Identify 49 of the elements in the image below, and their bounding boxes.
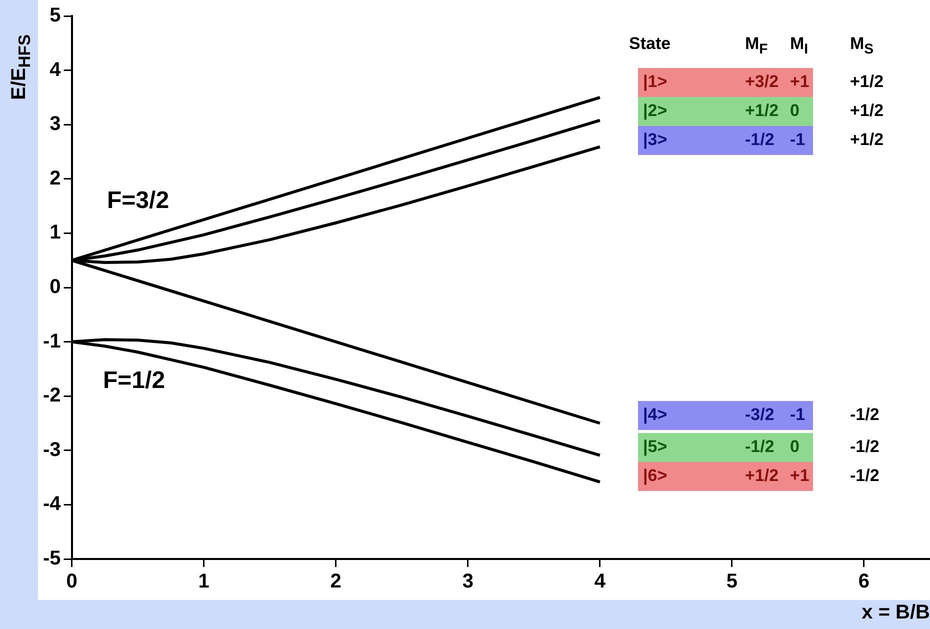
annotation: |5> bbox=[643, 437, 668, 457]
annotation: |4> bbox=[643, 405, 668, 425]
annotation: +1/2 bbox=[850, 130, 884, 150]
y-tick-label: -3 bbox=[42, 438, 61, 461]
annotation: -1/2 bbox=[745, 130, 774, 150]
annotation: +1/2 bbox=[745, 466, 779, 486]
x-tick-label: 5 bbox=[726, 570, 738, 593]
annotation: |3> bbox=[643, 130, 668, 150]
y-tick-label: 0 bbox=[50, 276, 61, 298]
annotation: |6> bbox=[643, 466, 668, 486]
annotation: F=1/2 bbox=[103, 367, 166, 395]
annotation: +3/2 bbox=[745, 72, 779, 92]
y-tick-label: -1 bbox=[42, 330, 61, 352]
y-tick-label: -5 bbox=[42, 548, 61, 570]
annotation: -3/2 bbox=[745, 405, 774, 425]
x-tick-label: 2 bbox=[330, 570, 342, 593]
annotation: -1 bbox=[790, 405, 806, 425]
x-tick-label: 3 bbox=[462, 570, 474, 593]
x-tick-label: 6 bbox=[858, 570, 870, 593]
annotation: State bbox=[629, 34, 671, 54]
annotation: +1/2 bbox=[850, 101, 884, 121]
x-tick-label: 1 bbox=[198, 570, 210, 593]
annotation: -1/2 bbox=[850, 466, 880, 486]
annotation: +1/2 bbox=[850, 72, 884, 92]
annotation: 0 bbox=[790, 101, 800, 121]
annotation: M$_{I}$ bbox=[790, 34, 808, 58]
y-tick-label: -4 bbox=[42, 493, 62, 516]
annotation: +1 bbox=[790, 466, 810, 486]
x-tick-label: 4 bbox=[594, 570, 606, 593]
y-tick-label: -2 bbox=[42, 384, 61, 407]
annotation: -1/2 bbox=[850, 405, 880, 425]
x-axis-title: x = B/B bbox=[862, 602, 930, 624]
annotation: +1/2 bbox=[745, 101, 779, 121]
y-tick-label: 4 bbox=[50, 58, 62, 81]
annotation: -1/2 bbox=[745, 437, 774, 457]
annotation: F=3/2 bbox=[107, 187, 170, 215]
annotation: M$_{F}$ bbox=[745, 34, 768, 58]
y-tick-label: 3 bbox=[50, 113, 61, 136]
annotation: 0 bbox=[790, 437, 800, 457]
x-tick-label: 0 bbox=[66, 570, 78, 593]
y-tick-label: 2 bbox=[50, 167, 61, 190]
y-tick-label: 1 bbox=[50, 222, 61, 244]
annotation: +1 bbox=[790, 72, 810, 92]
annotation: |2> bbox=[643, 101, 668, 121]
annotation: M$_{S}$ bbox=[850, 34, 874, 58]
annotation: -1 bbox=[790, 130, 806, 150]
annotation: -1/2 bbox=[850, 437, 880, 457]
y-tick-label: 5 bbox=[50, 4, 61, 27]
annotation: |1> bbox=[643, 72, 668, 92]
